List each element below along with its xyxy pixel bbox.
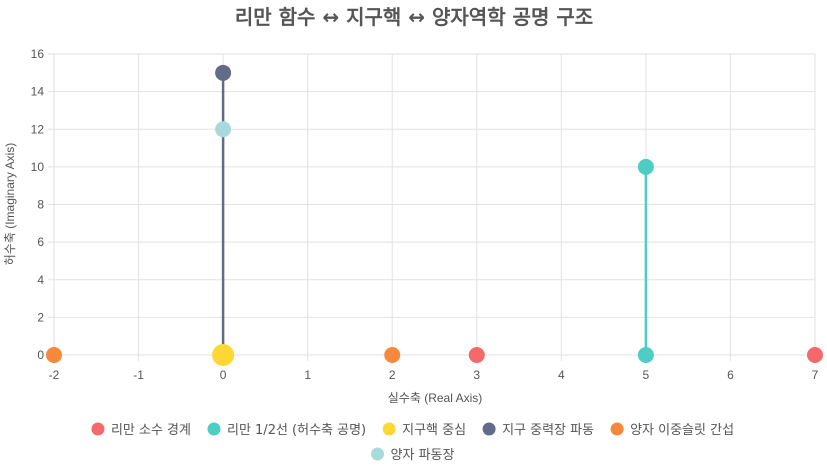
- y-tick-label: 12: [31, 122, 45, 136]
- x-tick-label: 6: [727, 368, 734, 382]
- x-axis-ticks: -2 -1 0 1 2 3 4 5 6 7: [49, 368, 819, 382]
- x-axis-label: 실수축 (Real Axis): [388, 391, 482, 405]
- x-tick-label: 2: [389, 368, 396, 382]
- legend-label: 지구 중력장 파동: [502, 423, 594, 438]
- data-point[interactable]: [212, 344, 235, 366]
- y-tick-label: 6: [37, 235, 44, 249]
- legend-item[interactable]: 양자 이중슬릿 간섭: [610, 422, 734, 439]
- legend-swatch: [610, 422, 624, 436]
- legend-swatch: [207, 422, 221, 436]
- x-tick-label: 5: [643, 368, 650, 382]
- legend-item[interactable]: 리만 1/2선 (허수축 공명): [207, 422, 366, 439]
- series-points: [46, 64, 823, 366]
- y-tick-label: 10: [31, 160, 45, 174]
- legend-swatch: [91, 422, 105, 436]
- data-point[interactable]: [215, 64, 232, 81]
- y-tick-label: 0: [37, 348, 44, 362]
- data-point[interactable]: [384, 347, 401, 363]
- legend-label: 리만 소수 경계: [111, 423, 191, 438]
- chart-title: 리만 함수 ↔ 지구핵 ↔ 양자역학 공명 구조: [235, 5, 593, 29]
- legend-swatch: [382, 422, 396, 436]
- legend-label: 양자 파동장: [391, 448, 455, 463]
- legend-label: 리만 1/2선 (허수축 공명): [227, 423, 366, 438]
- y-tick-label: 8: [37, 198, 44, 212]
- x-tick-label: 4: [558, 368, 565, 382]
- y-tick-label: 16: [31, 47, 45, 61]
- y-tick-label: 4: [37, 273, 44, 287]
- y-axis-ticks: 0 2 4 6 8 10 12 14 16: [31, 47, 45, 362]
- grid-lines: [48, 53, 816, 361]
- x-tick-label: 3: [473, 368, 480, 382]
- data-point[interactable]: [215, 121, 232, 138]
- legend-item[interactable]: 양자 파동장: [371, 447, 455, 464]
- x-tick-label: 0: [220, 368, 227, 382]
- legend: 리만 소수 경계 리만 1/2선 (허수축 공명) 지구핵 중심 지구 중력장 파동 양…: [91, 422, 734, 464]
- legend-item[interactable]: 지구 중력장 파동: [482, 422, 595, 439]
- legend-item[interactable]: 리만 소수 경계: [91, 422, 191, 439]
- legend-swatch: [371, 447, 385, 461]
- data-point[interactable]: [807, 347, 823, 363]
- legend-swatch: [482, 422, 496, 436]
- legend-item[interactable]: 지구핵 중심: [382, 422, 466, 439]
- legend-label: 지구핵 중심: [402, 423, 466, 438]
- data-point[interactable]: [46, 347, 62, 363]
- data-point[interactable]: [637, 347, 654, 363]
- data-point[interactable]: [637, 158, 654, 175]
- series-lines: [221, 72, 648, 355]
- y-axis-label: 허수축 (Imaginary Axis): [3, 143, 17, 265]
- data-point[interactable]: [468, 347, 485, 363]
- x-tick-label: -2: [49, 368, 60, 382]
- x-tick-label: 1: [304, 368, 311, 382]
- legend-label: 양자 이중슬릿 간섭: [630, 423, 734, 438]
- y-tick-label: 14: [31, 85, 45, 99]
- x-tick-label: -1: [133, 368, 144, 382]
- y-tick-label: 2: [37, 310, 44, 324]
- x-tick-label: 7: [812, 368, 819, 382]
